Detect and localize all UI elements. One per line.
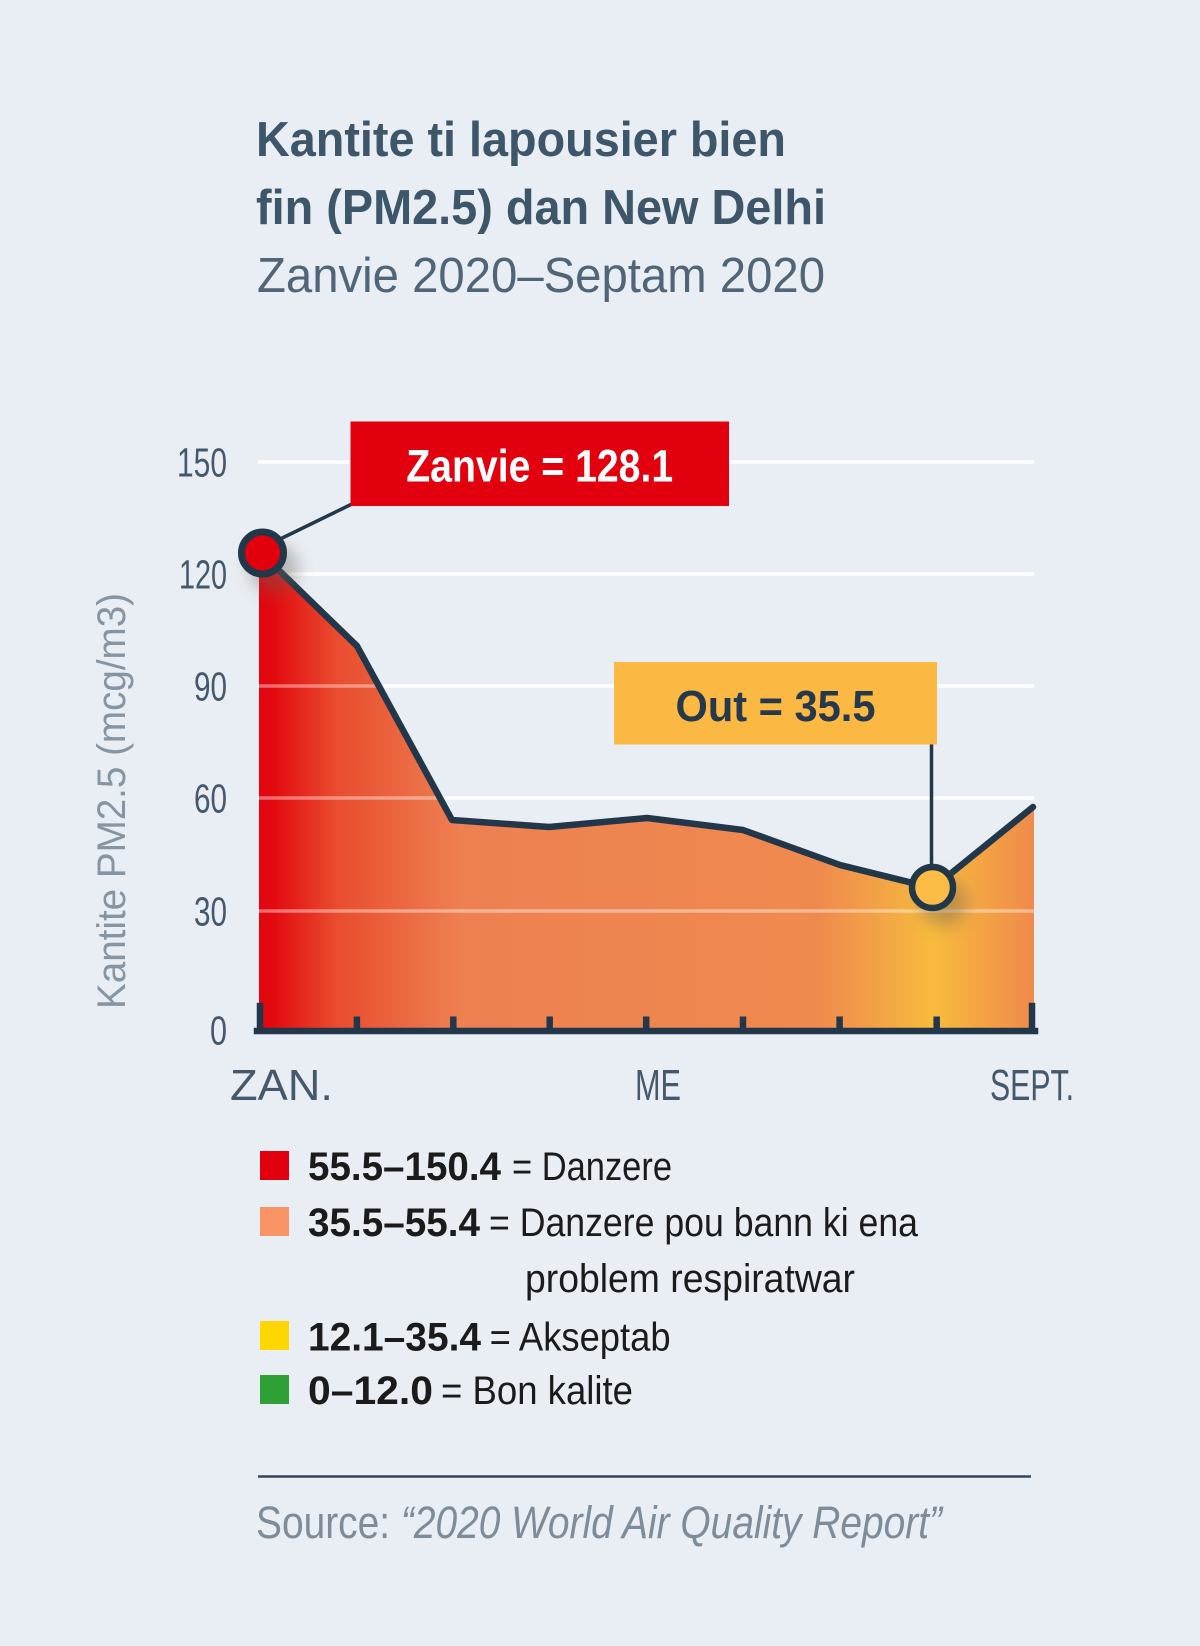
svg-text:Zanvie = 128.1: Zanvie = 128.1	[406, 441, 673, 492]
svg-text:60: 60	[194, 776, 227, 822]
svg-text:12.1–35.4: 12.1–35.4	[308, 1316, 482, 1360]
svg-text:= Danzere: = Danzere	[512, 1145, 672, 1189]
svg-text:55.5–150.4: 55.5–150.4	[308, 1145, 502, 1189]
svg-text:SEPT.: SEPT.	[990, 1062, 1074, 1110]
svg-text:ME: ME	[635, 1062, 681, 1110]
svg-text:ZAN.: ZAN.	[230, 1062, 333, 1110]
svg-text:Zanvie 2020–Septam 2020: Zanvie 2020–Septam 2020	[257, 249, 825, 303]
svg-text:= Danzere pou bann ki ena: = Danzere pou bann ki ena	[489, 1201, 919, 1245]
svg-text:Source: “2020 World Air Qualit: Source: “2020 World Air Quality Report”	[256, 1497, 944, 1548]
svg-text:= Bon kalite: = Bon kalite	[441, 1369, 633, 1413]
svg-text:Out = 35.5: Out = 35.5	[676, 682, 876, 731]
svg-text:Kantite PM2.5 (mcg/m3): Kantite PM2.5 (mcg/m3)	[90, 593, 134, 1009]
svg-text:Kantite ti lapousier bien: Kantite ti lapousier bien	[256, 113, 786, 167]
svg-text:0: 0	[210, 1008, 227, 1054]
svg-text:90: 90	[194, 664, 227, 710]
svg-text:30: 30	[194, 889, 227, 935]
svg-text:= Akseptab: = Akseptab	[490, 1316, 671, 1360]
svg-text:150: 150	[177, 440, 227, 486]
svg-text:120: 120	[179, 552, 227, 598]
svg-text:0–12.0: 0–12.0	[308, 1369, 433, 1413]
svg-text:35.5–55.4: 35.5–55.4	[308, 1201, 481, 1245]
svg-text:problem respiratwar: problem respiratwar	[525, 1257, 855, 1301]
svg-text:fin (PM2.5) dan New Delhi: fin (PM2.5) dan New Delhi	[256, 181, 826, 235]
